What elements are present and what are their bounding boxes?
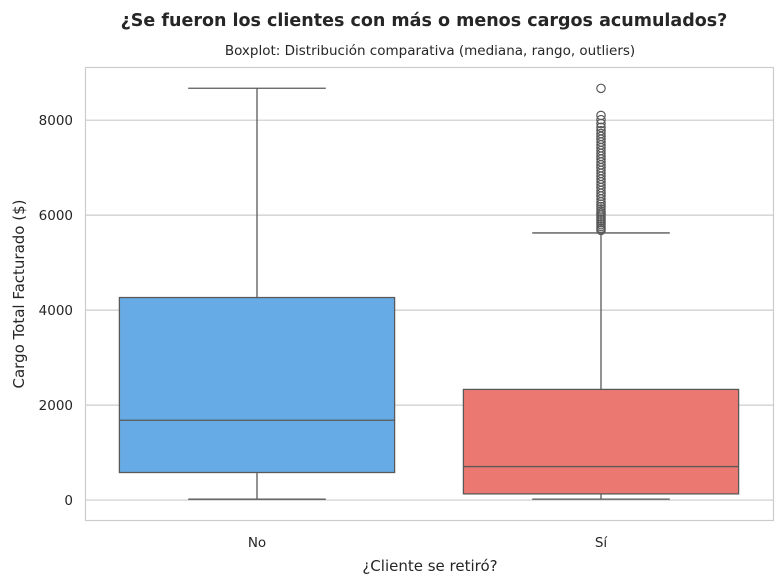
- outlier-point: [596, 110, 606, 121]
- outlier-point: [596, 131, 606, 142]
- y-axis-label: Cargo Total Facturado ($): [10, 200, 28, 389]
- outlier-point: [596, 125, 606, 136]
- y-axis-ticks: 0 2000 4000 6000 8000: [39, 113, 73, 509]
- outlier-point: [596, 83, 606, 94]
- box-group: [462, 83, 740, 500]
- boxes: [118, 83, 740, 500]
- outlier-point: [596, 201, 606, 212]
- chart-title: ¿Se fueron los clientes con más o menos …: [121, 11, 728, 31]
- box-iqr: [118, 296, 396, 474]
- x-axis-ticks: No Sí: [248, 535, 609, 551]
- box-group: [118, 87, 396, 500]
- box-iqr: [462, 388, 740, 495]
- y-tick-label: 2000: [39, 398, 73, 414]
- x-tick-label: No: [248, 535, 266, 551]
- y-tick-label: 8000: [39, 113, 73, 129]
- x-tick-label: Sí: [595, 535, 609, 551]
- outlier-point: [596, 122, 606, 133]
- outlier-point: [596, 114, 606, 125]
- y-tick-label: 4000: [39, 303, 73, 319]
- y-tick-label: 0: [64, 493, 73, 509]
- y-tick-label: 6000: [39, 208, 73, 224]
- outlier-point: [596, 128, 606, 139]
- outlier-point: [596, 204, 606, 214]
- x-axis-label: ¿Cliente se retiró?: [362, 557, 497, 575]
- outlier-point: [596, 206, 606, 217]
- chart-subtitle: Boxplot: Distribución comparativa (media…: [225, 43, 635, 59]
- plot-area-frame: [84, 66, 775, 522]
